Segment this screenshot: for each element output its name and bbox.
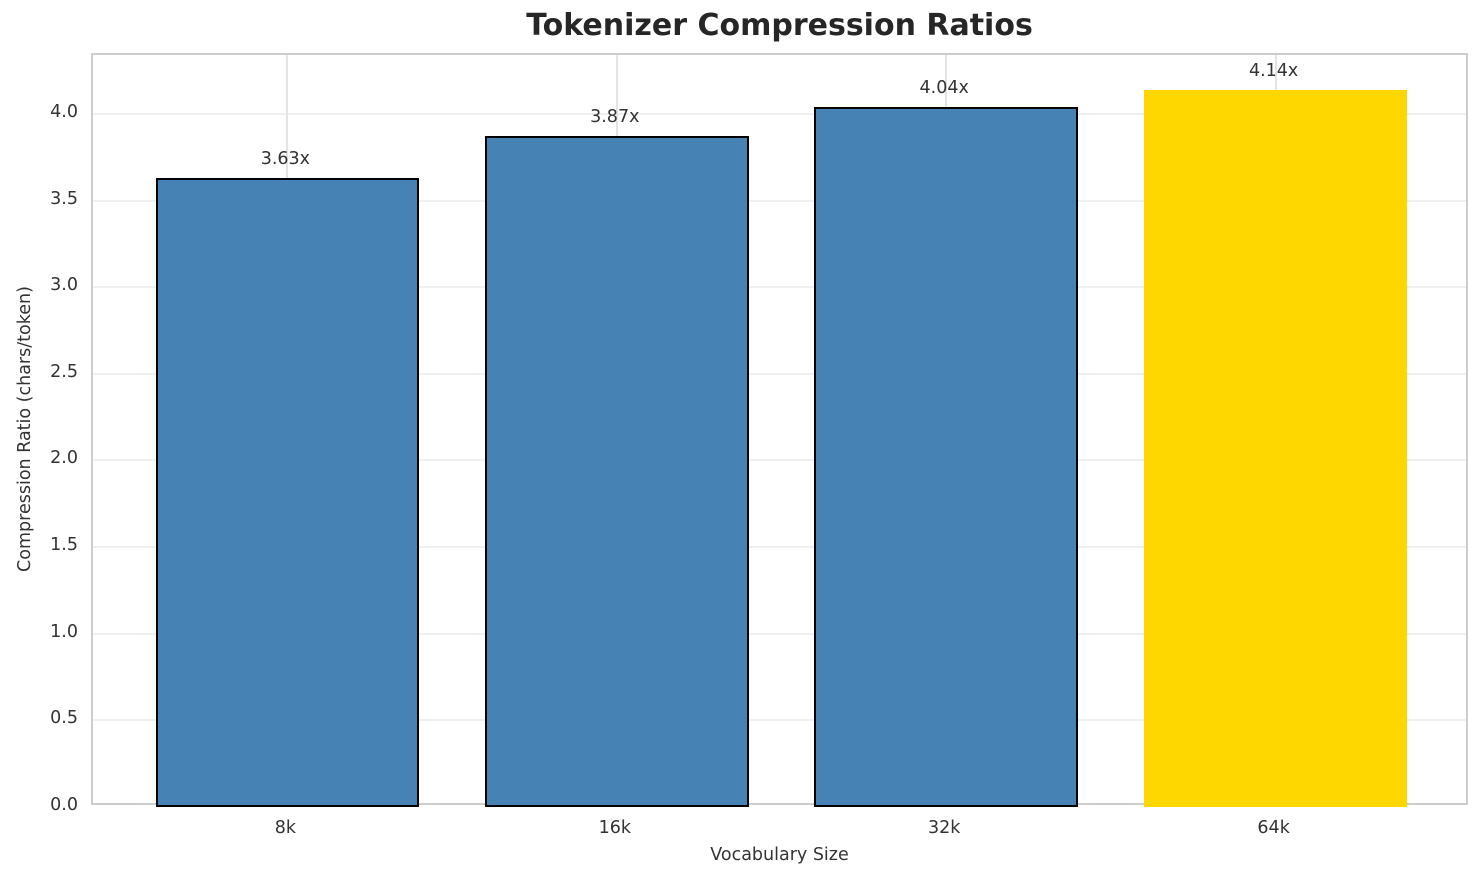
bar-32k bbox=[814, 106, 1078, 807]
y-tick-label: 2.0 bbox=[50, 448, 78, 469]
x-tick-label: 8k bbox=[274, 818, 296, 838]
y-tick-label: 2.5 bbox=[50, 361, 78, 382]
x-tick-label: 64k bbox=[1257, 818, 1290, 838]
y-tick-label: 0.5 bbox=[50, 708, 78, 729]
bar-64k bbox=[1143, 89, 1408, 807]
y-tick-label: 3.0 bbox=[50, 275, 78, 296]
x-tick-label: 16k bbox=[598, 818, 631, 838]
y-tick-label: 4.0 bbox=[50, 101, 78, 122]
bar-value-label: 3.63x bbox=[260, 149, 311, 170]
h-gridline bbox=[93, 546, 1466, 549]
x-axis-title: Vocabulary Size bbox=[710, 845, 849, 865]
h-gridline bbox=[93, 459, 1466, 462]
h-gridline bbox=[93, 632, 1466, 635]
plot-area bbox=[91, 53, 1468, 807]
y-tick-label: 3.5 bbox=[50, 188, 78, 209]
y-tick-label: 1.5 bbox=[50, 535, 78, 556]
chart-title: Tokenizer Compression Ratios bbox=[526, 8, 1033, 43]
h-gridline bbox=[93, 199, 1466, 202]
h-gridline bbox=[93, 286, 1466, 289]
bar-16k bbox=[485, 136, 749, 807]
bar-value-label: 4.04x bbox=[919, 77, 969, 98]
h-gridline bbox=[93, 112, 1466, 115]
y-tick-label: 0.0 bbox=[50, 795, 78, 815]
y-tick-label: 1.0 bbox=[50, 621, 78, 642]
bar-value-label: 4.14x bbox=[1248, 60, 1299, 81]
h-gridline bbox=[93, 719, 1466, 722]
bar-8k bbox=[155, 178, 420, 807]
x-tick-label: 32k bbox=[928, 818, 961, 838]
h-gridline bbox=[93, 372, 1466, 375]
bar-value-label: 3.87x bbox=[590, 107, 640, 128]
